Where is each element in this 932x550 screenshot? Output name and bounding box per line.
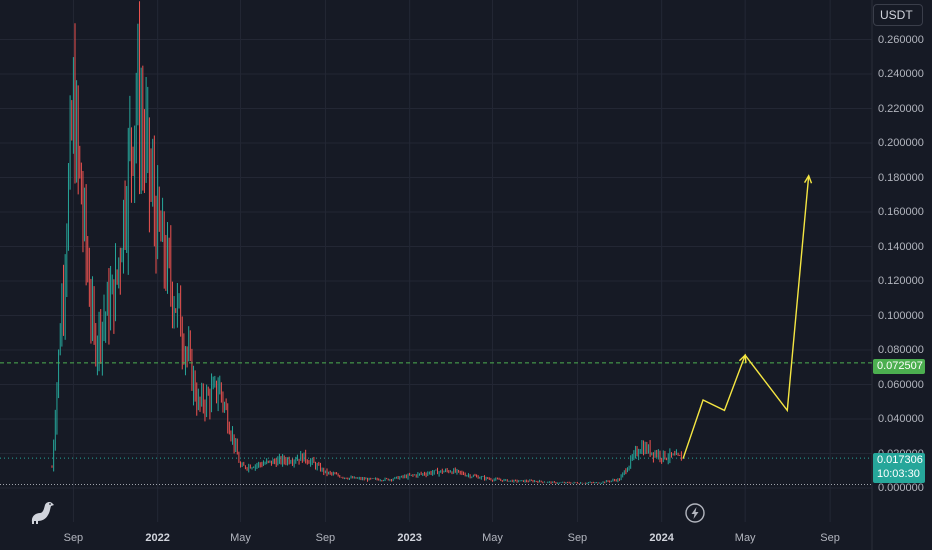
currency-selector[interactable]: USDT (873, 4, 923, 26)
y-tick-label: 0.260000 (878, 33, 924, 46)
y-tick-label: 0.100000 (878, 309, 924, 322)
last-price-tag: 0.017306 10:03:30 (873, 453, 925, 483)
y-tick-label: 0.180000 (878, 171, 924, 184)
projection-path (682, 174, 813, 459)
lightning-icon[interactable] (684, 502, 706, 524)
y-tick-label: 0.000000 (878, 482, 924, 494)
last-price-value: 0.017306 (877, 454, 923, 466)
x-tick-label: May (230, 532, 251, 544)
price-candles (51, 1, 682, 485)
tradingview-dino-icon[interactable] (28, 498, 58, 526)
y-tick-label: 0.060000 (878, 378, 924, 391)
target-price-tag: 0.072507 (873, 359, 925, 374)
price-lines (0, 362, 872, 485)
x-tick-label: 2022 (145, 532, 170, 544)
x-tick-label: Sep (63, 532, 84, 544)
y-tick-label: 0.220000 (878, 102, 924, 115)
y-tick-label: 0.080000 (878, 344, 924, 356)
projection-arrowhead (738, 353, 747, 364)
x-tick-label: Sep (315, 532, 336, 544)
projection-line (682, 175, 810, 459)
grid-lines (0, 0, 873, 550)
x-tick-label: Sep (820, 532, 840, 544)
x-tick-label: 2024 (649, 532, 674, 544)
y-tick-label: 0.240000 (878, 68, 924, 80)
y-tick-label: 0.040000 (878, 413, 924, 425)
y-tick-label: 0.120000 (878, 275, 924, 287)
bar-countdown: 10:03:30 (877, 468, 920, 480)
x-tick-label: Sep (567, 532, 588, 544)
y-tick-label: 0.160000 (878, 206, 924, 218)
y-tick-label: 0.200000 (878, 137, 924, 149)
y-tick-label: 0.140000 (878, 240, 924, 253)
projection-arrowhead (803, 174, 813, 184)
x-tick-label: May (734, 532, 756, 544)
x-tick-label: 2023 (397, 532, 422, 544)
x-tick-label: May (482, 532, 503, 544)
